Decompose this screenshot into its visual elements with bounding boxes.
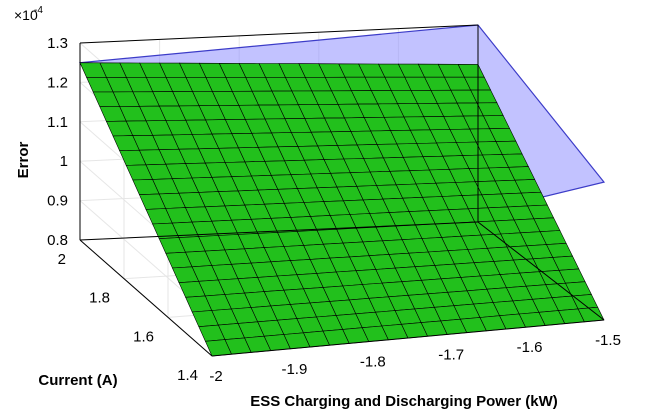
x-tick-label: -1.7 bbox=[438, 346, 464, 363]
x-tick-label: -2 bbox=[209, 368, 222, 385]
x-tick-label: -1.8 bbox=[360, 354, 386, 371]
x-tick-label: -1.6 bbox=[517, 339, 543, 356]
axis-lines bbox=[79, 24, 605, 357]
axis-frame-line bbox=[79, 24, 479, 44]
z-tick-label: 1.3 bbox=[47, 35, 68, 52]
axis-frame-line bbox=[211, 319, 605, 357]
x-tick-label: -1.9 bbox=[281, 361, 307, 378]
z-exponent-label: ×10 bbox=[14, 7, 38, 23]
z-tick-label: 1 bbox=[60, 153, 68, 170]
y-tick-label: 1.4 bbox=[177, 367, 198, 384]
y-tick-label: 2 bbox=[58, 251, 66, 268]
axis-frame-line bbox=[79, 221, 479, 241]
z-exponent-power: -4 bbox=[34, 5, 43, 16]
y-axis-label: Current (A) bbox=[38, 372, 117, 389]
y-tick-label: 1.8 bbox=[89, 290, 110, 307]
x-tick-label: -1.5 bbox=[595, 332, 621, 349]
z-tick-label: 1.1 bbox=[47, 114, 68, 131]
z-tick-label: 0.9 bbox=[47, 193, 68, 210]
z-tick-label: 0.8 bbox=[47, 232, 68, 249]
z-axis-label: Error bbox=[15, 142, 32, 179]
axis-frame-line bbox=[79, 239, 213, 357]
y-tick-label: 1.6 bbox=[133, 328, 154, 345]
z-tick-label: 1.2 bbox=[47, 74, 68, 91]
tick-labels: 0.8 0.9 1 1.1 1.2 1.3 -2 -1.9 -1.8 -1.7 -1.6 -1.5 1.… bbox=[47, 35, 621, 385]
axis-frame-line bbox=[477, 221, 605, 321]
error-surface bbox=[79, 62, 605, 357]
x-axis-label: ESS Charging and Discharging Power (kW) bbox=[250, 393, 558, 410]
